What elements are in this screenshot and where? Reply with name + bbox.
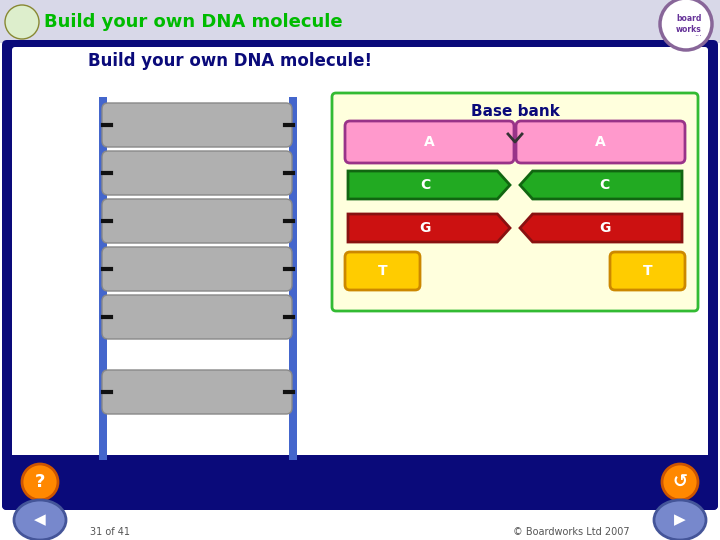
Circle shape: [660, 0, 712, 50]
Text: ▶: ▶: [674, 512, 686, 528]
FancyBboxPatch shape: [99, 97, 107, 460]
Text: Base bank: Base bank: [471, 104, 559, 118]
Polygon shape: [348, 171, 510, 199]
Circle shape: [22, 464, 58, 500]
Text: Build your own DNA molecule!: Build your own DNA molecule!: [88, 52, 372, 70]
Text: ↺: ↺: [672, 473, 688, 491]
Circle shape: [662, 464, 698, 500]
Text: A: A: [424, 135, 435, 149]
Polygon shape: [520, 214, 682, 242]
FancyBboxPatch shape: [102, 247, 292, 291]
Text: Build your own DNA molecule: Build your own DNA molecule: [44, 13, 343, 31]
Text: board
works: board works: [676, 14, 702, 33]
FancyBboxPatch shape: [516, 121, 685, 163]
Polygon shape: [348, 214, 510, 242]
Ellipse shape: [654, 500, 706, 540]
FancyBboxPatch shape: [102, 103, 292, 147]
Text: © Boardworks Ltd 2007: © Boardworks Ltd 2007: [513, 527, 630, 537]
FancyBboxPatch shape: [2, 40, 718, 510]
FancyBboxPatch shape: [12, 47, 708, 485]
Text: T: T: [378, 264, 387, 278]
FancyBboxPatch shape: [345, 252, 420, 290]
FancyBboxPatch shape: [345, 121, 514, 163]
Text: G: G: [599, 221, 611, 235]
Circle shape: [5, 5, 39, 39]
FancyBboxPatch shape: [102, 370, 292, 414]
FancyBboxPatch shape: [2, 455, 718, 510]
FancyBboxPatch shape: [102, 151, 292, 195]
Text: ?: ?: [35, 473, 45, 491]
Ellipse shape: [14, 500, 66, 540]
FancyBboxPatch shape: [102, 199, 292, 243]
Text: A: A: [595, 135, 606, 149]
Text: C: C: [420, 178, 431, 192]
Text: 31 of 41: 31 of 41: [90, 527, 130, 537]
Text: T: T: [643, 264, 652, 278]
Text: G: G: [420, 221, 431, 235]
FancyBboxPatch shape: [289, 97, 297, 460]
FancyBboxPatch shape: [102, 295, 292, 339]
FancyBboxPatch shape: [332, 93, 698, 311]
Polygon shape: [520, 171, 682, 199]
Text: C: C: [600, 178, 610, 192]
Text: ...: ...: [694, 29, 702, 37]
FancyBboxPatch shape: [0, 0, 720, 43]
FancyBboxPatch shape: [610, 252, 685, 290]
Text: ◀: ◀: [34, 512, 46, 528]
